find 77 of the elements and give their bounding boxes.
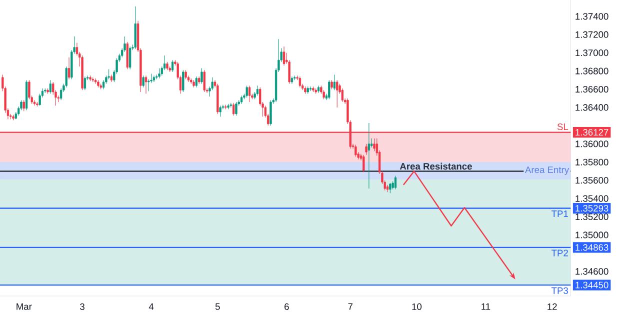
y-tick-label: 1.36600 <box>576 86 608 93</box>
candlestick <box>182 70 184 92</box>
candlestick <box>84 76 86 90</box>
candlestick <box>354 144 357 157</box>
candlestick <box>49 80 52 94</box>
band-label: Area Entry <box>525 166 570 175</box>
candlestick <box>219 105 222 117</box>
x-tick-label: 12 <box>548 303 557 310</box>
x-tick-label: 7 <box>348 303 352 310</box>
candlestick <box>333 74 336 90</box>
candlestick <box>232 102 235 116</box>
candlestick <box>365 144 368 156</box>
x-tick-label: 3 <box>80 303 84 310</box>
candlestick <box>368 122 370 189</box>
y-tick-label: 1.35293 <box>576 204 608 212</box>
candlestick <box>184 70 187 80</box>
candlestick <box>328 80 330 100</box>
ref-line-label: TP2 <box>551 250 568 256</box>
candlestick <box>60 88 62 100</box>
y-tick-label: 1.37000 <box>576 50 608 56</box>
y-tick-label: 1.35400 <box>576 195 608 202</box>
candlestick <box>362 154 365 172</box>
candlestick <box>256 85 259 96</box>
candlestick <box>158 68 160 79</box>
y-tick-label: 1.36000 <box>576 140 608 148</box>
candlestick <box>171 60 174 72</box>
candlestick <box>28 80 30 100</box>
candlestick <box>270 100 272 126</box>
candlestick <box>203 70 206 92</box>
x-tick-label: 10 <box>412 303 422 310</box>
candlestick <box>330 80 333 90</box>
ref-line-label: SL <box>557 123 568 130</box>
y-tick-label: 1.34600 <box>576 268 608 275</box>
y-tick-label: 1.35000 <box>576 232 608 238</box>
candlestick <box>142 75 144 88</box>
x-tick-label: 6 <box>284 303 289 310</box>
y-tick-label: 1.36127 <box>576 129 608 136</box>
y-tick-label: 1.36400 <box>576 104 608 111</box>
candlestick <box>341 88 344 102</box>
y-tick-label: 1.35600 <box>576 177 608 184</box>
candlestick <box>94 78 97 84</box>
candlestick <box>394 175 397 190</box>
y-tick-label: 1.34450 <box>576 282 608 288</box>
y-tick-label: 1.37400 <box>576 13 608 20</box>
candlestick <box>195 76 198 88</box>
candlestick <box>373 138 376 152</box>
x-tick-label: 11 <box>482 303 490 310</box>
x-tick-label: 4 <box>148 303 154 310</box>
candlestick <box>235 102 238 116</box>
ref-line-label: TP3 <box>551 287 568 294</box>
y-tick-label: 1.35800 <box>576 158 608 166</box>
candlestick <box>248 85 251 102</box>
candlestick <box>389 182 392 194</box>
candlestick <box>102 80 105 90</box>
candlestick <box>298 76 302 88</box>
candlestick <box>322 90 325 100</box>
candlestick <box>282 46 286 66</box>
y-tick-label: 1.35200 <box>576 213 608 220</box>
ref-line-label: TP1 <box>551 210 568 217</box>
candlestick <box>144 75 148 94</box>
candlestick <box>65 66 68 88</box>
candlestick <box>126 42 128 70</box>
annotation: Area Resistance <box>400 162 472 170</box>
candlestick <box>33 100 36 106</box>
candlestick <box>370 138 373 148</box>
y-tick-label: 1.34863 <box>576 244 608 251</box>
y-tick-label: 1.37200 <box>576 31 608 38</box>
x-tick-label: 5 <box>215 303 220 310</box>
candlestick <box>246 85 248 98</box>
y-tick-label: 1.36800 <box>576 68 608 74</box>
candlestick <box>336 80 338 108</box>
candlestick <box>134 6 136 50</box>
candlestick <box>128 46 132 70</box>
candlestick <box>200 68 203 84</box>
candlestick <box>68 57 70 80</box>
x-tick-label: Mar <box>16 303 32 310</box>
candlestick <box>22 100 25 112</box>
